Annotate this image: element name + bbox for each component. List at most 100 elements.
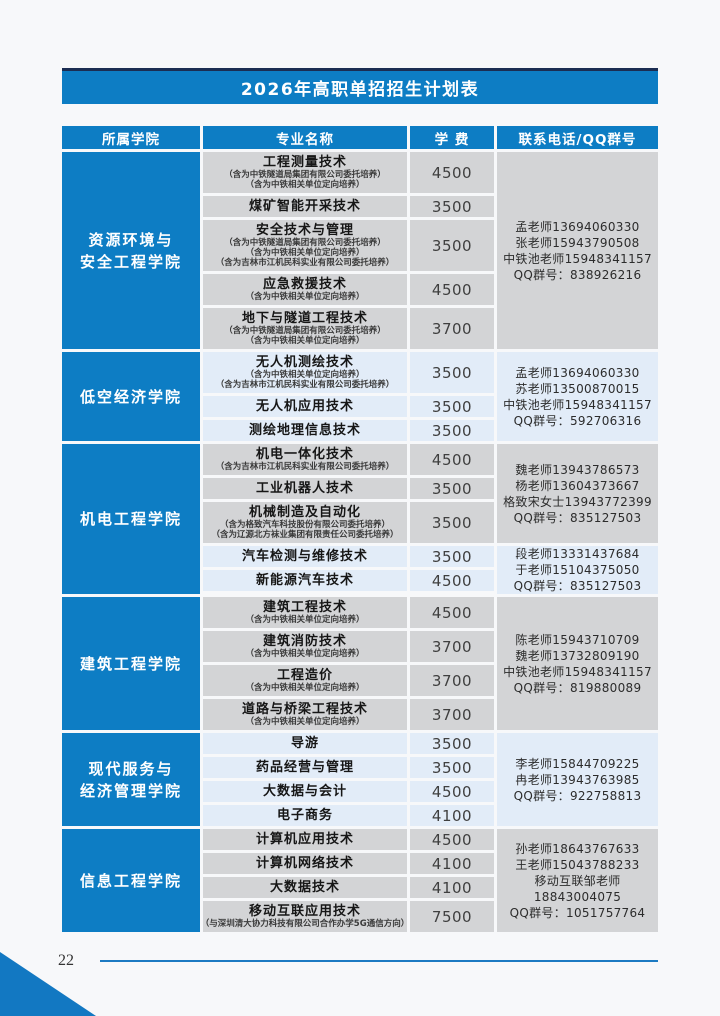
college-section: 信息工程学院 计算机应用技术 4500 计算机网络技术 4100 大数据技术 4100 移动互… xyxy=(62,829,658,932)
contact-line: 孙老师18643767633 xyxy=(515,841,640,856)
major-row: 计算机应用技术 4500 xyxy=(203,829,494,850)
fee-value: 3500 xyxy=(410,502,494,543)
major-name: 药品经营与管理 xyxy=(255,760,354,775)
row-group: 计算机应用技术 4500 计算机网络技术 4100 大数据技术 4100 移动互联应用技术（… xyxy=(201,829,658,932)
major-cell: 机电一体化技术 （含为吉林市江机民科实业有限公司委托培养） xyxy=(203,444,407,475)
major-row: 工业机器人技术 3500 xyxy=(203,478,494,499)
major-cell: 安全技术与管理 （含为中铁隧道局集团有限公司委托培养） （含为中铁相关单位定向培养）… xyxy=(203,220,407,271)
major-rows: 无人机测绘技术 （含为中铁相关单位定向培养） （含为吉林市江机民科实业有限公司委托培… xyxy=(203,352,494,441)
table-title-bar: 2026年高职单招招生计划表 xyxy=(62,68,658,104)
major-row: 安全技术与管理 （含为中铁隧道局集团有限公司委托培养） （含为中铁相关单位定向培养）… xyxy=(203,220,494,271)
row-group: 汽车检测与维修技术 3500 新能源汽车技术 4500 段老师13331437684 于老… xyxy=(203,546,658,594)
fee-value: 4100 xyxy=(410,853,494,874)
major-cell: 移动互联应用技术 （与深圳清大协力科技有限公司合作办学5G通信方向） xyxy=(201,901,409,932)
contact-line: 中铁池老师15948341157 xyxy=(503,251,652,266)
section-groups: 无人机测绘技术 （含为中铁相关单位定向培养） （含为吉林市江机民科实业有限公司委托培… xyxy=(203,352,658,441)
fee-value: 4500 xyxy=(410,829,494,850)
fee-value: 4500 xyxy=(410,570,494,591)
major-row: 地下与隧道工程技术 （含为中铁隧道局集团有限公司委托培养） （含为中铁相关单位定向培… xyxy=(203,308,494,349)
major-cell: 工程造价 （含为中铁相关单位定向培养） xyxy=(203,665,407,696)
fee-value: 3700 xyxy=(410,308,494,349)
major-note: （含为中铁隧道局集团有限公司委托培养） xyxy=(224,238,386,248)
major-cell: 建筑工程技术 （含为中铁相关单位定向培养） xyxy=(203,597,407,628)
section-groups: 机电一体化技术 （含为吉林市江机民科实业有限公司委托培养） 4500 工业机器人技术 3… xyxy=(203,444,658,594)
fee-value: 3500 xyxy=(410,546,494,567)
major-note: （含为辽源北方袜业集团有限责任公司委托培养） xyxy=(211,530,399,540)
row-group: 机电一体化技术 （含为吉林市江机民科实业有限公司委托培养） 4500 工业机器人技术 3… xyxy=(203,444,658,543)
fee-value: 3700 xyxy=(410,631,494,662)
contact-line: QQ群号：922758813 xyxy=(513,788,642,803)
college-name: 现代服务与经济管理学院 xyxy=(62,733,200,826)
major-name: 无人机应用技术 xyxy=(255,399,354,414)
contact-line: 格致宋女士13943772399 xyxy=(503,494,652,509)
major-cell: 无人机测绘技术 （含为中铁相关单位定向培养） （含为吉林市江机民科实业有限公司委托培… xyxy=(203,352,407,393)
major-name: 大数据与会计 xyxy=(262,784,347,799)
major-cell: 电子商务 xyxy=(203,805,407,826)
fee-value: 3500 xyxy=(410,757,494,778)
contact-line: 18843004075 xyxy=(533,889,622,904)
major-rows: 计算机应用技术 4500 计算机网络技术 4100 大数据技术 4100 移动互联应用技术（… xyxy=(201,829,494,932)
contact-line: QQ群号：592706316 xyxy=(513,413,642,428)
major-row: 移动互联应用技术 （与深圳清大协力科技有限公司合作办学5G通信方向） 7500 xyxy=(201,901,494,932)
fee-value: 3500 xyxy=(410,352,494,393)
fee-value: 3500 xyxy=(410,196,494,217)
row-group: 建筑工程技术 （含为中铁相关单位定向培养） 4500 建筑消防技术 （含为中铁相关单位定… xyxy=(203,597,658,730)
major-row: 无人机测绘技术 （含为中铁相关单位定向培养） （含为吉林市江机民科实业有限公司委托培… xyxy=(203,352,494,393)
college-section: 现代服务与 经济管理学院 导游 3500 药品经营与管理 3500 大数据与会计 4500 电子… xyxy=(62,733,658,826)
major-row: 测绘地理信息技术 3500 xyxy=(203,420,494,441)
contact-line: 张老师15943790508 xyxy=(515,235,640,250)
fee-value: 4500 xyxy=(410,152,494,193)
major-name: 导游 xyxy=(290,736,319,751)
contact-line: 段老师13331437684 xyxy=(515,547,640,561)
college-name-line: 安全工程学院 xyxy=(79,252,182,271)
table-title: 2026年高职单招招生计划表 xyxy=(240,80,480,100)
major-cell: 计算机网络技术 xyxy=(203,853,407,874)
fee-value: 4500 xyxy=(410,444,494,475)
major-cell: 煤矿智能开采技术 xyxy=(203,196,407,217)
college-name-line: 经济管理学院 xyxy=(79,781,182,800)
contact-line: 移动互联邹老师 xyxy=(534,873,621,888)
major-rows: 机电一体化技术 （含为吉林市江机民科实业有限公司委托培养） 4500 工业机器人技术 3… xyxy=(203,444,494,543)
enrollment-plan-table: 2026年高职单招招生计划表 所属学院 专业名称 学 费 联系电话/QQ群号 资… xyxy=(62,68,658,932)
major-cell: 无人机应用技术 xyxy=(203,396,407,417)
major-name: 煤矿智能开采技术 xyxy=(248,199,361,214)
major-row: 汽车检测与维修技术 3500 xyxy=(203,546,494,567)
major-name: 工程造价 xyxy=(276,668,333,683)
fee-value: 3700 xyxy=(410,665,494,696)
major-row: 计算机网络技术 4100 xyxy=(203,853,494,874)
major-note: （含为格致汽车科技股份有限公司委托培养） xyxy=(219,520,390,530)
major-cell: 工程测量技术 （含为中铁隧道局集团有限公司委托培养） （含为中铁相关单位定向培养） xyxy=(203,152,407,193)
major-note: （含为中铁相关单位定向培养） xyxy=(245,649,365,659)
contact-cell: 孟老师13694060330 苏老师13500870015 中铁池老师1594834… xyxy=(497,352,658,441)
corner-triangle xyxy=(0,952,96,1016)
contact-line: 孟老师13694060330 xyxy=(515,219,640,234)
major-cell: 机械制造及自动化 （含为格致汽车科技股份有限公司委托培养） （含为辽源北方袜业集团有… xyxy=(203,502,407,543)
major-note: （含为中铁相关单位定向培养） xyxy=(245,683,365,693)
major-name: 工业机器人技术 xyxy=(255,481,354,496)
section-groups: 导游 3500 药品经营与管理 3500 大数据与会计 4500 电子商务 4100 李老师15… xyxy=(203,733,658,826)
college-name-line: 现代服务与 xyxy=(88,759,174,778)
major-row: 机电一体化技术 （含为吉林市江机民科实业有限公司委托培养） 4500 xyxy=(203,444,494,475)
major-note: （含为中铁相关单位定向培养） xyxy=(245,370,365,380)
major-cell: 计算机应用技术 xyxy=(203,829,407,850)
major-row: 工程造价 （含为中铁相关单位定向培养） 3700 xyxy=(203,665,494,696)
major-name: 工程测量技术 xyxy=(262,155,347,170)
major-name: 测绘地理信息技术 xyxy=(248,423,361,438)
page-footer: 22 xyxy=(58,952,658,970)
major-row: 道路与桥梁工程技术 （含为中铁相关单位定向培养） 3700 xyxy=(203,699,494,730)
major-row: 无人机应用技术 3500 xyxy=(203,396,494,417)
major-name: 新能源汽车技术 xyxy=(255,573,354,588)
table-body: 资源环境与 安全工程学院 工程测量技术 （含为中铁隧道局集团有限公司委托培养） （含为中… xyxy=(62,152,658,932)
major-row: 建筑工程技术 （含为中铁相关单位定向培养） 4500 xyxy=(203,597,494,628)
contact-line: 于老师15104375050 xyxy=(515,563,640,577)
fee-value: 4500 xyxy=(410,274,494,305)
major-row: 建筑消防技术 （含为中铁相关单位定向培养） 3700 xyxy=(203,631,494,662)
contact-line: 王老师15043788233 xyxy=(515,857,640,872)
major-name: 移动互联应用技术 xyxy=(248,904,361,919)
major-note: （含为中铁相关单位定向培养） xyxy=(245,180,365,190)
major-rows: 导游 3500 药品经营与管理 3500 大数据与会计 4500 电子商务 4100 xyxy=(203,733,494,826)
row-group: 工程测量技术 （含为中铁隧道局集团有限公司委托培养） （含为中铁相关单位定向培养） 4… xyxy=(203,152,658,349)
header-major: 专业名称 xyxy=(203,126,407,149)
major-name: 大数据技术 xyxy=(269,880,340,895)
major-name: 安全技术与管理 xyxy=(255,223,354,238)
